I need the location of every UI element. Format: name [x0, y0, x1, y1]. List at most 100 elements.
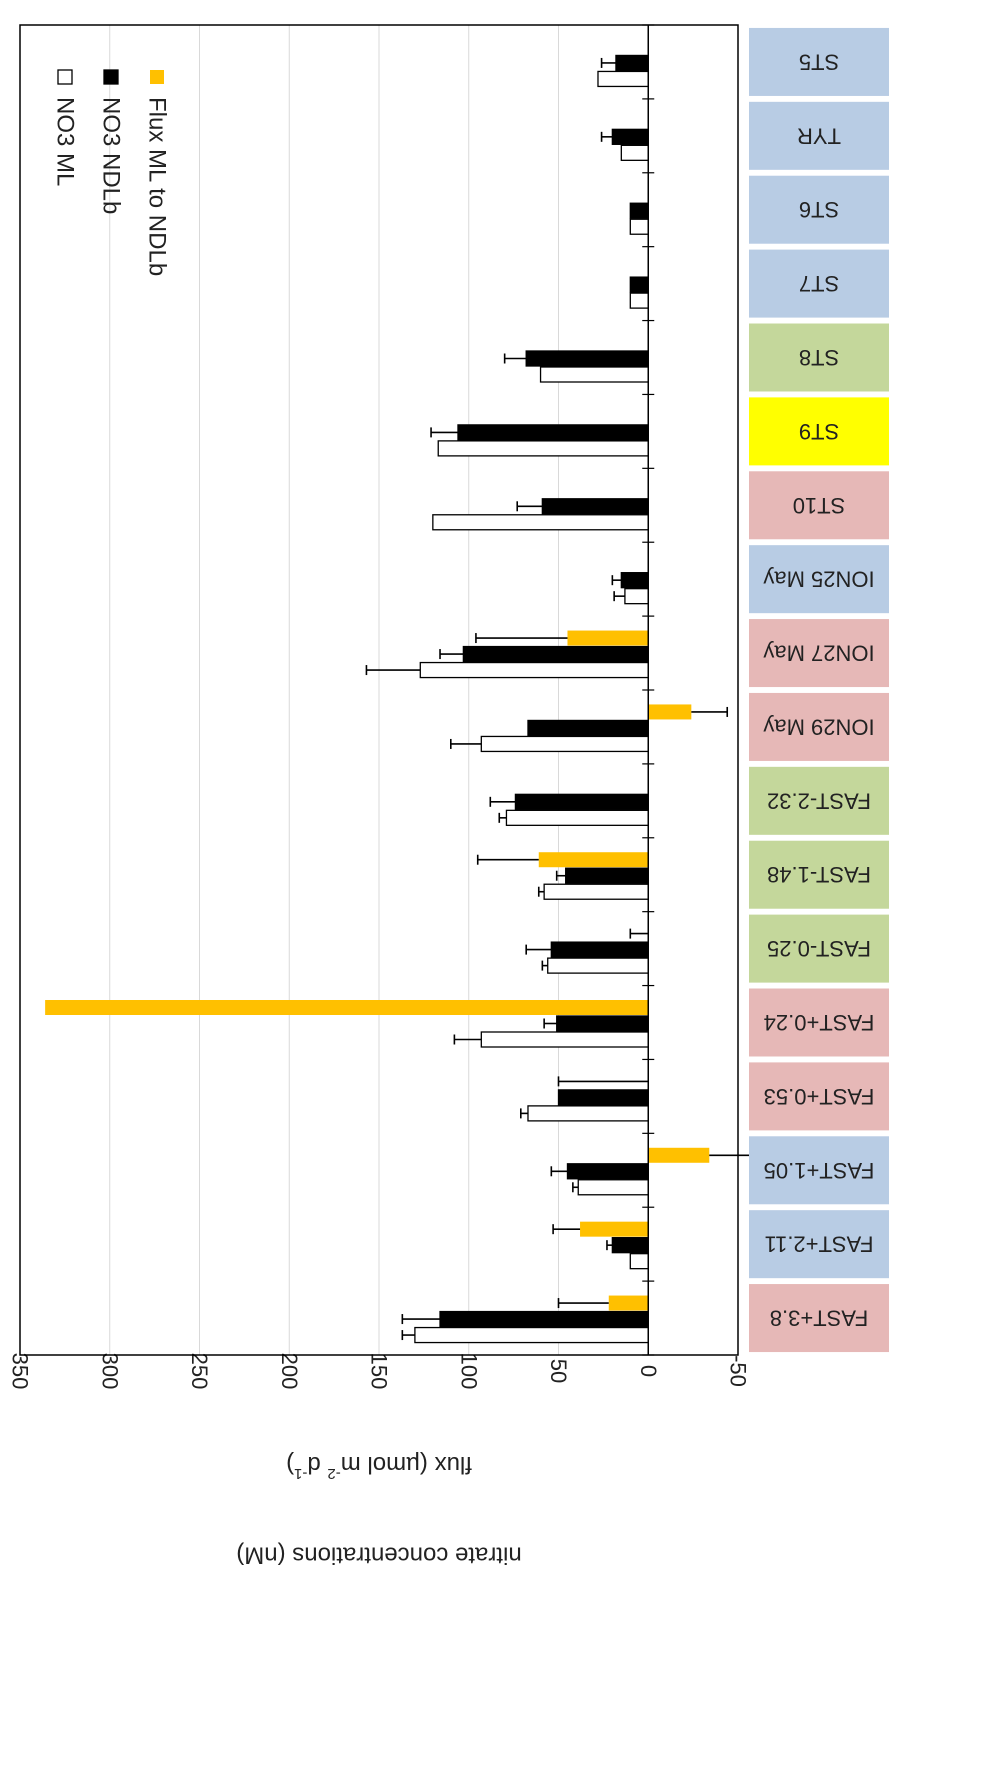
- category-label-bg: [749, 545, 889, 614]
- bar-no3-ndlb: [629, 202, 649, 219]
- category-label: ST8: [799, 345, 839, 370]
- category-label: ST7: [799, 271, 839, 296]
- tick-label: 250: [187, 1353, 212, 1390]
- category-label: FAST+0.24: [764, 1010, 875, 1035]
- bar-no3-ml: [505, 809, 649, 826]
- bar-no3-ml: [629, 218, 649, 235]
- labels: flux (µmol m-2 d-1) nitrate concentratio…: [236, 1452, 521, 1569]
- bar-no3-ndlb: [462, 645, 649, 663]
- tick-label: 350: [8, 1353, 33, 1390]
- category-label: FAST+2.11: [764, 1232, 873, 1257]
- bar-no3-ndlb: [550, 941, 649, 958]
- bar-no3-ndlb: [556, 1015, 649, 1032]
- chart-rotated-group: -50 0 50 100 150 200 250 300 350 ST5 TYR ST6 ST7 ST8 S…: [8, 24, 889, 1569]
- plot-frame: [19, 24, 739, 1356]
- category-label-bg: [749, 1062, 889, 1131]
- bar-no3-ml: [597, 70, 649, 88]
- bar-no3-ml: [577, 1179, 649, 1196]
- bar-no3-ml: [437, 440, 649, 457]
- category-label: TYR: [797, 123, 841, 148]
- bar-no3-ndlb: [439, 1310, 649, 1328]
- category-label-bg: [749, 988, 889, 1057]
- bar-no3-ml: [480, 735, 649, 753]
- category-label-bg: [749, 1210, 889, 1279]
- category-label-bg: [749, 27, 889, 96]
- bar-no3-ndlb: [611, 128, 649, 145]
- bar-no3-ndlb: [620, 572, 649, 589]
- category-label: ION25 May: [763, 567, 874, 592]
- bar-no3-ndlb: [629, 276, 649, 293]
- bar-flux: [648, 1147, 710, 1163]
- legend-label: Flux ML to NDLb: [144, 97, 171, 276]
- bar-no3-ndlb: [565, 867, 649, 884]
- category-label: FAST+3.8: [770, 1306, 868, 1331]
- category-label: ST10: [793, 493, 846, 518]
- bar-no3-ml: [543, 883, 649, 900]
- bar-no3-ndlb: [557, 1089, 649, 1106]
- bar-no3-ml: [547, 957, 649, 974]
- bar-no3-ml: [629, 292, 649, 309]
- bar-flux: [608, 1295, 649, 1311]
- tick-label: 150: [367, 1353, 392, 1390]
- category-label: ST9: [799, 419, 839, 444]
- category-label: FAST-2.32: [767, 788, 871, 813]
- bar-no3-ndlb: [566, 1163, 649, 1180]
- bar-no3-ml: [414, 1326, 649, 1344]
- category-label-bg: [749, 249, 889, 318]
- bar-flux: [538, 852, 649, 868]
- bar-no3-ndlb: [525, 350, 649, 367]
- category-label-bg: [749, 692, 889, 761]
- bar-no3-ndlb: [611, 1237, 649, 1254]
- tick-label: -50: [726, 1355, 751, 1387]
- category-label-bg: [749, 766, 889, 835]
- category-label: ION29 May: [763, 714, 874, 739]
- y-axis-title-secondary: nitrate concentrations (nM): [236, 1542, 521, 1569]
- bar-no3-ndlb: [527, 719, 649, 737]
- category-label: ST6: [799, 197, 839, 222]
- category-label: FAST-0.25: [767, 936, 871, 961]
- axes: -50 0 50 100 150 200 250 300 350 ST5 TYR ST6 ST7 ST8 S…: [8, 24, 889, 1390]
- category-label-bg: [749, 323, 889, 392]
- category-label-bg: [749, 914, 889, 983]
- category-label-bg: [749, 840, 889, 909]
- bar-no3-ndlb: [457, 424, 649, 441]
- category-label-bg: [749, 175, 889, 244]
- legend-swatch: [103, 69, 119, 85]
- bar-no3-ml: [527, 1105, 649, 1122]
- tick-label: 50: [546, 1359, 571, 1383]
- category-label: FAST+0.53: [764, 1084, 875, 1109]
- bar-no3-ml: [480, 1031, 649, 1048]
- bar-no3-ml: [539, 366, 649, 383]
- y-axis-title: flux (µmol m-2 d-1): [286, 1452, 472, 1483]
- legend-label: NO3 ML: [52, 97, 79, 186]
- bar-no3-ndlb: [514, 793, 649, 810]
- bar-no3-ml: [419, 661, 649, 679]
- bar-flux: [567, 630, 649, 646]
- category-label-bg: [749, 471, 889, 540]
- tick-label: 100: [456, 1353, 481, 1390]
- tick-label: 300: [97, 1353, 122, 1390]
- bar-no3-ndlb: [615, 54, 649, 72]
- bar-no3-ml: [620, 144, 649, 161]
- bar-no3-ml: [432, 514, 649, 531]
- legend-swatch: [57, 69, 73, 85]
- bar-flux: [580, 1221, 649, 1237]
- legend-swatch: [150, 70, 164, 84]
- bar-no3-ml: [624, 588, 649, 605]
- category-label: FAST-1.48: [767, 862, 871, 887]
- category-label-bg: [749, 619, 889, 688]
- category-label: ST5: [799, 49, 839, 74]
- bar-no3-ml: [629, 1253, 649, 1270]
- bar-no3-ndlb: [541, 498, 649, 515]
- category-label-bg: [749, 1136, 889, 1205]
- category-label: FAST+1.05: [764, 1158, 875, 1183]
- legend-label: NO3 NDLb: [98, 97, 125, 214]
- category-label-bg: [749, 1284, 889, 1353]
- gridlines: [109, 25, 559, 1355]
- category-label-bg: [749, 397, 889, 466]
- bar-flux: [45, 1000, 649, 1015]
- category-label: ION27 May: [763, 641, 874, 666]
- tick-label: 0: [636, 1365, 661, 1377]
